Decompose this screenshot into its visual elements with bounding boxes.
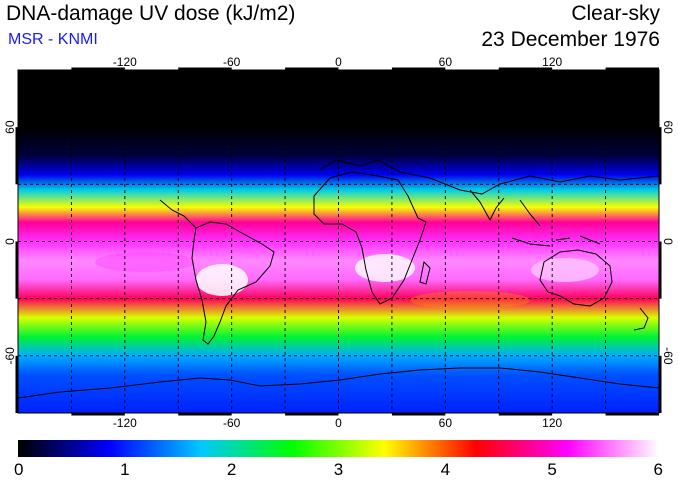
coast-central-america [159,199,197,229]
colorbar [18,440,659,457]
lon-tick-label-top: 60 [439,55,453,69]
lat-tick-label-right: 0 [661,238,675,245]
coast-indonesia [511,199,601,247]
colorbar-tick-label: 6 [654,460,663,479]
magenta-patch-pacific [95,252,195,272]
gridlines [18,70,659,413]
lon-tick-label-bottom: 120 [542,416,562,430]
lat-tick-label-left: -60 [3,347,17,365]
coast-madagascar [419,260,431,285]
lon-tick-label-bottom: 60 [439,416,453,430]
map-source: MSR - KNMI [8,31,98,48]
colorbar-tick-label: 4 [441,460,450,479]
colorbar-tick-label: 3 [334,460,343,479]
white-patch-south-america [196,264,248,296]
colorbar-tick-label: 0 [14,460,23,479]
coast-new-zealand [633,307,649,331]
lon-tick-label-top: 120 [542,55,562,69]
tick-labels: -120 -120 -60 -60 0 0 60 60 120 120 60 60 0 0 -60 -60 [3,55,675,430]
dose-patches [95,252,599,309]
lat-tick-label-left: 60 [3,120,17,134]
coast-australia [539,249,613,307]
lon-tick-label-top: 0 [335,55,342,69]
lon-tick-label-top: -120 [113,55,137,69]
lat-tick-label-right: 60 [661,120,675,134]
coast-africa [313,171,427,305]
orange-patch-indian-ocean [410,291,530,309]
colorbar-tick-label: 2 [227,460,236,479]
map-frame [15,67,662,416]
coast-eurasia [319,159,659,195]
lon-tick-label-bottom: 0 [335,416,342,430]
lon-tick-label-top: -60 [223,55,241,69]
map-title: DNA-damage UV dose (kJ/m2) [6,2,296,25]
sky-condition: Clear-sky [571,2,660,25]
lat-tick-label-right: -60 [661,347,675,365]
map-date: 23 December 1976 [481,28,660,51]
colorbar-tick-label: 1 [120,460,129,479]
coast-south-america [191,221,275,345]
colorbar-tick-label: 5 [547,460,556,479]
light-patch-australia [531,258,599,282]
lat-tick-label-left: 0 [3,238,17,245]
coast-antarctica [18,367,659,399]
lon-tick-label-bottom: -60 [223,416,241,430]
lon-tick-label-bottom: -120 [113,416,137,430]
white-patch-south-africa [355,254,415,282]
coastlines [18,159,659,399]
colorbar-labels: 0 1 2 3 4 5 6 [14,460,663,479]
